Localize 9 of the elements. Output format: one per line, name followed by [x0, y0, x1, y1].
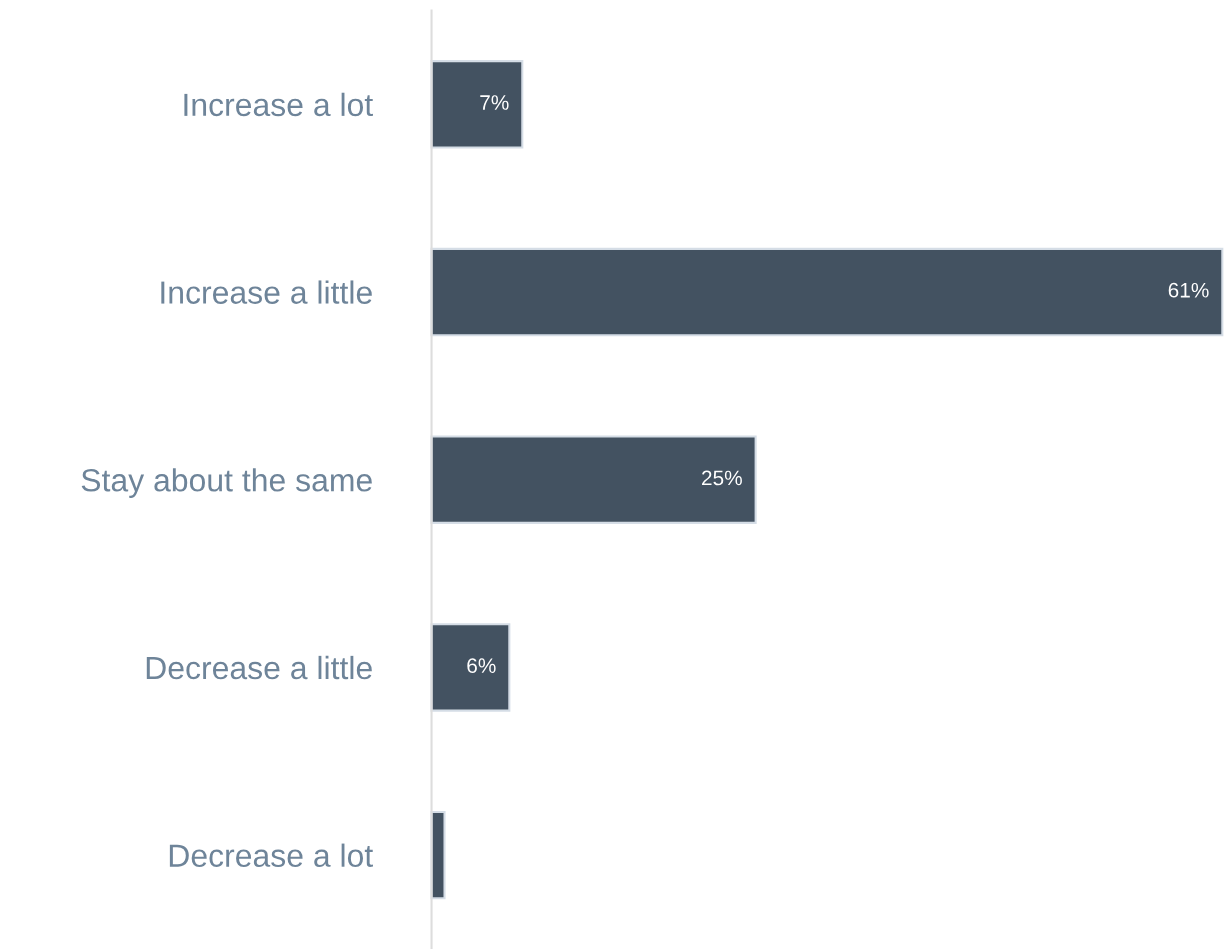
data-label: 25% [702, 470, 742, 486]
data-label: 7% [480, 95, 509, 110]
data-label: 6% [467, 658, 496, 674]
y-tick-label: Increase a lot [184, 92, 373, 117]
y-tick-label: Decrease a little [146, 655, 372, 680]
data-label: 61% [1168, 282, 1209, 298]
y-tick-label: Increase a little [161, 280, 372, 304]
y-tick-label: Decrease a lot [169, 843, 373, 868]
y-tick-label: Stay about the same [81, 468, 372, 498]
